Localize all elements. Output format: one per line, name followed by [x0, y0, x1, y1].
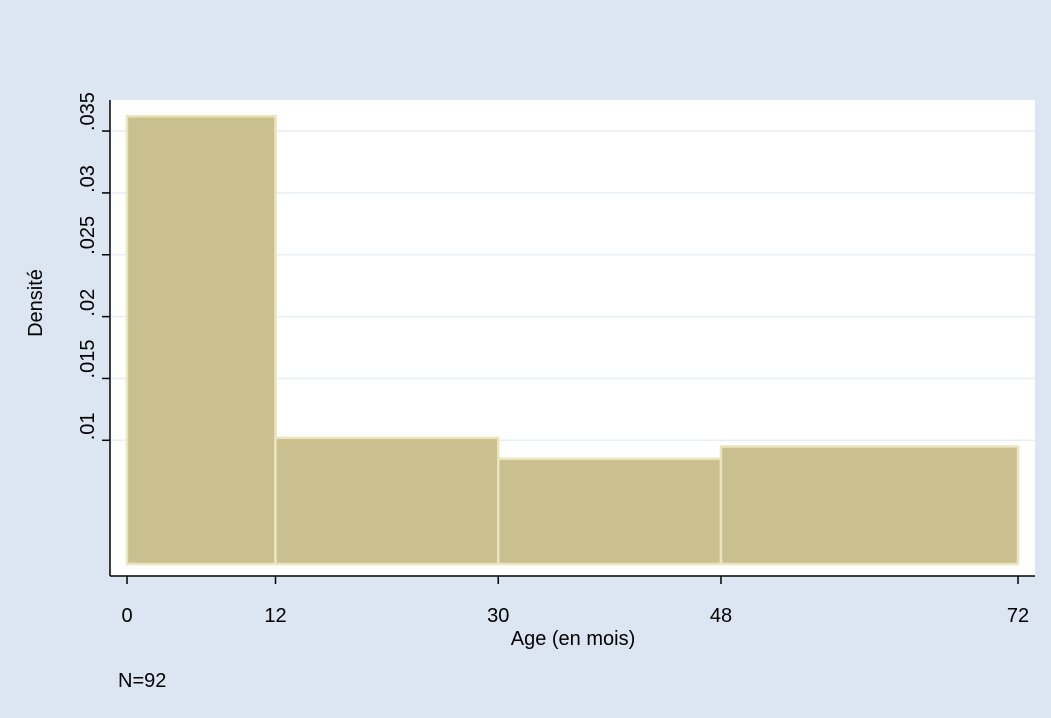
y-axis-title: Densité [25, 269, 47, 337]
x-tick-label: 12 [264, 605, 286, 627]
x-tick-label: 0 [121, 605, 132, 627]
x-tick-label: 72 [1007, 605, 1029, 627]
x-axis-ticks: 0 12 30 48 72 [121, 576, 1029, 627]
y-tick-label: .035 [77, 92, 99, 131]
y-tick-label: .015 [77, 340, 99, 379]
histogram-bar-2 [274, 436, 500, 566]
histogram-bar-4 [719, 445, 1020, 566]
x-tick-label: 30 [487, 605, 509, 627]
y-tick-label: .025 [77, 216, 99, 255]
histogram-bar-3 [497, 457, 723, 566]
x-axis-title: Age (en mois) [511, 628, 636, 650]
histogram-bar-1 [125, 114, 277, 566]
y-axis-ticks: .01 .015 .02 .025 .03 .035 [77, 92, 110, 442]
sample-size-note: N=92 [118, 670, 166, 692]
y-tick-label: .02 [77, 289, 99, 317]
histogram-bars [125, 114, 1020, 566]
y-tick-label: .03 [77, 165, 99, 193]
y-tick-label: .01 [77, 412, 99, 440]
x-tick-label: 48 [710, 605, 732, 627]
